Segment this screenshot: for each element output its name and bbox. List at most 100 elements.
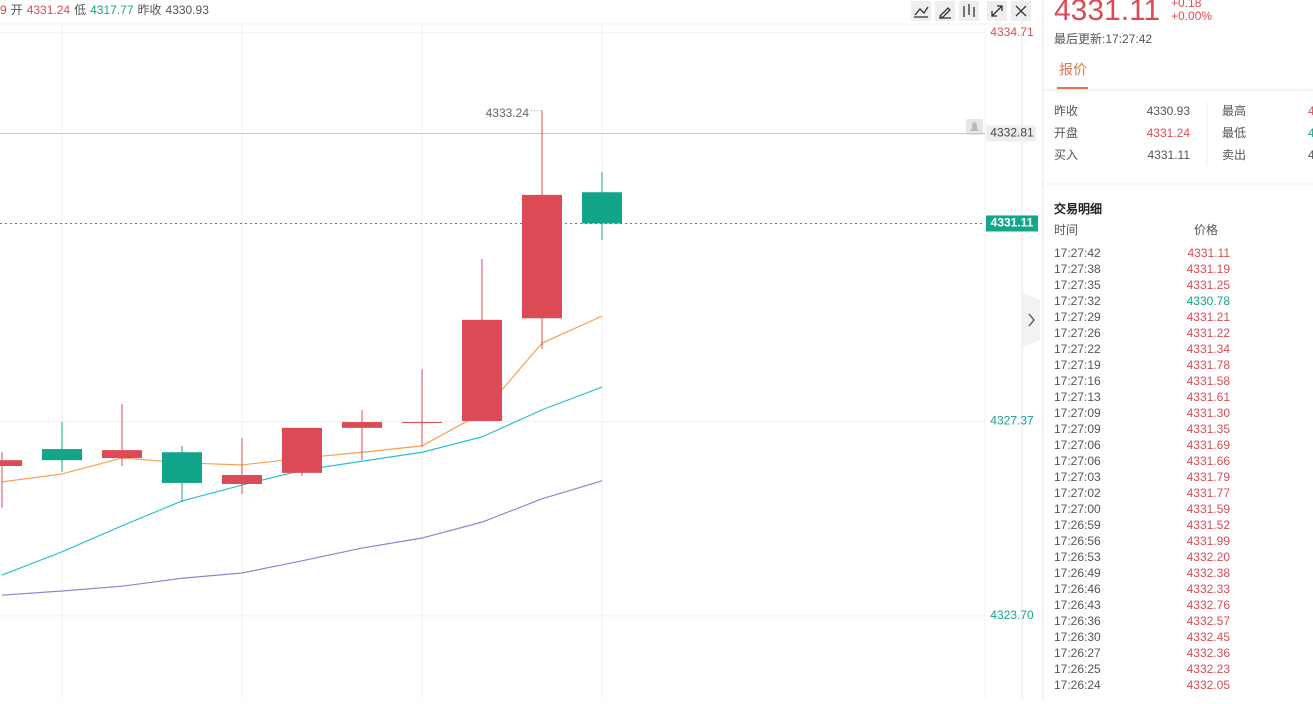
trade-time: 17:27:09 [1054, 406, 1101, 420]
trade-price: 4332.33 [1187, 582, 1231, 596]
trade-time: 17:26:49 [1054, 566, 1101, 580]
candle-body [0, 460, 22, 466]
trade-time: 17:27:19 [1054, 358, 1101, 372]
trade-price: 4331.21 [1187, 310, 1231, 324]
trade-price: 4331.52 [1187, 518, 1231, 532]
ma-line [1, 480, 603, 596]
time-grid [61, 24, 603, 699]
candle-body [282, 427, 322, 473]
trade-time: 17:27:02 [1054, 486, 1101, 500]
trade-price: 4331.78 [1187, 358, 1231, 372]
trade-price: 4332.20 [1187, 550, 1231, 564]
info-text: 4331.24 [27, 3, 71, 17]
last-price: 4331.11 [1054, 0, 1160, 27]
trade-time: 17:27:16 [1054, 374, 1101, 388]
y-tick-label: 4327.37 [990, 414, 1034, 428]
updated-time: 最后更新:17:27:42 [1054, 31, 1152, 46]
collapse-button[interactable] [1022, 292, 1040, 348]
trade-time: 17:26:24 [1054, 678, 1101, 692]
toolbar [911, 1, 1031, 21]
trade-time: 17:27:09 [1054, 422, 1101, 436]
candle-body [222, 475, 262, 485]
quote-tab[interactable]: 报价 [1059, 62, 1087, 78]
change-pct: +0.00% [1171, 9, 1212, 23]
trade-price: 4331.61 [1187, 390, 1231, 404]
trade-price: 4331.58 [1187, 374, 1231, 388]
trade-price: 4331.59 [1187, 502, 1231, 516]
info-text: 9 [0, 3, 7, 17]
chart: 4334.71 4327.37 4323.70 4332.81 4333.24 4331.… [0, 25, 1038, 622]
trades-title: 交易明细 [1054, 201, 1102, 216]
trade-price: 4331.69 [1187, 438, 1231, 452]
candle-body [582, 192, 622, 224]
trade-price: 4331.77 [1187, 486, 1231, 500]
info-text: 低 [74, 3, 86, 17]
trade-time: 17:27:35 [1054, 278, 1101, 292]
trade-price: 4331.99 [1187, 534, 1231, 548]
trade-price: 4331.35 [1187, 422, 1231, 436]
tool-button[interactable] [911, 1, 931, 21]
candle-body [42, 449, 82, 461]
trade-time: 17:26:53 [1054, 550, 1101, 564]
trades-header: 价格 [1194, 222, 1218, 237]
chart-bg [0, 0, 1022, 699]
quote-label: 买入 [1054, 148, 1078, 162]
trade-time: 17:27:06 [1054, 454, 1101, 468]
trade-price: 4331.25 [1187, 278, 1231, 292]
info-text: 开 [11, 3, 23, 17]
quote-label: 最高 [1222, 103, 1246, 118]
change: +0.18 [1171, 0, 1202, 10]
trade-price: 4331.19 [1187, 262, 1231, 276]
quote-label: 卖出 [1222, 148, 1246, 162]
collapse-arrow[interactable] [1028, 313, 1035, 327]
trade-time: 17:27:32 [1054, 294, 1101, 308]
info-text: 4317.77 [90, 3, 134, 17]
candle-body [342, 422, 382, 428]
trade-time: 17:26:25 [1054, 662, 1101, 676]
trade-time: 17:26:30 [1054, 630, 1101, 644]
trade-time: 17:27:38 [1054, 262, 1101, 276]
trade-price: 4332.36 [1187, 646, 1231, 660]
trade-time: 17:27:06 [1054, 438, 1101, 452]
trade-price: 4332.23 [1187, 662, 1231, 676]
trade-time: 17:26:46 [1054, 582, 1101, 596]
price-line-tag [986, 125, 1036, 142]
tool-icon[interactable] [991, 5, 1003, 17]
quote-value: 4331.11 [1148, 148, 1191, 162]
y-tick-label: 4334.71 [990, 25, 1034, 39]
tool-icon[interactable] [1015, 5, 1027, 17]
trade-price: 4331.30 [1187, 406, 1231, 420]
trade-time: 17:27:26 [1054, 326, 1101, 340]
trade-time: 17:27:03 [1054, 470, 1101, 484]
tool-icon[interactable] [963, 4, 975, 17]
bell-glyph[interactable] [970, 122, 979, 131]
tool-icon[interactable] [939, 7, 951, 19]
collapse-tab[interactable] [1022, 292, 1040, 348]
quote-value: 4 [1308, 104, 1313, 118]
high-annotation: 4333.24 [486, 106, 530, 120]
y-tick-label: 4323.70 [990, 608, 1034, 622]
quote-value: 4331.24 [1147, 126, 1191, 140]
trade-price: 4332.76 [1187, 598, 1231, 612]
trade-price: 4332.38 [1187, 566, 1231, 580]
candle-body [462, 319, 502, 421]
tool-icon[interactable] [914, 6, 929, 18]
info-text: 昨收 [138, 3, 162, 17]
trade-time: 17:27:00 [1054, 502, 1101, 516]
trade-time: 17:27:29 [1054, 310, 1101, 324]
trade-time: 17:27:42 [1054, 246, 1101, 260]
candle-body [162, 452, 202, 483]
candle-body [522, 194, 562, 319]
candle-body [102, 450, 142, 459]
current-price-label: 4331.11 [991, 216, 1034, 230]
quote-label: 最低 [1222, 126, 1246, 140]
trade-price: 4331.11 [1188, 246, 1231, 260]
candle-body [402, 422, 442, 424]
quote-value: 4 [1308, 126, 1313, 140]
trade-time: 17:26:36 [1054, 614, 1101, 628]
trade-price: 4331.22 [1187, 326, 1231, 340]
trade-time: 17:26:43 [1054, 598, 1101, 612]
quote-value: 4330.93 [1147, 104, 1191, 118]
bell-icon[interactable] [966, 119, 983, 135]
